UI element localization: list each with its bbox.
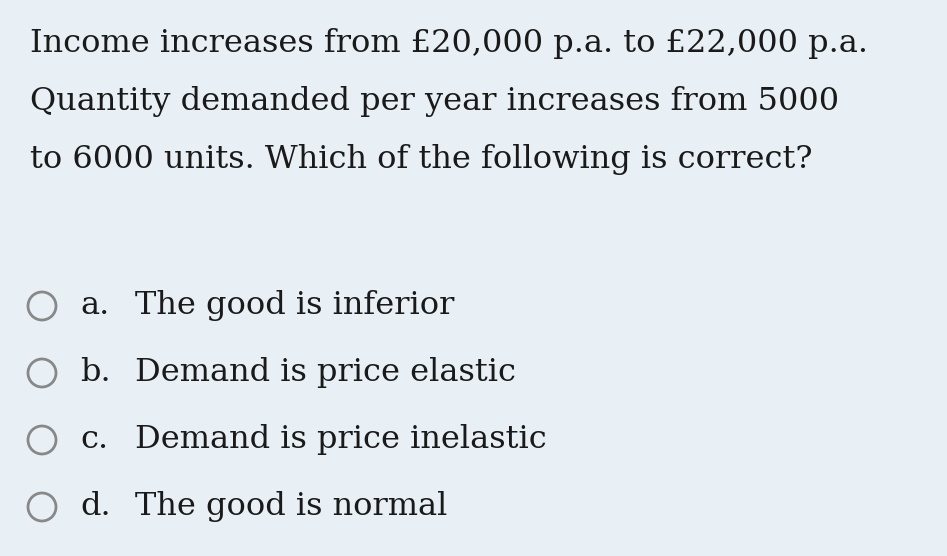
Text: The good is inferior: The good is inferior [135,290,455,321]
Text: Demand is price elastic: Demand is price elastic [135,357,516,388]
Text: a.: a. [80,290,109,321]
Text: d.: d. [80,491,111,522]
Text: Quantity demanded per year increases from 5000: Quantity demanded per year increases fro… [30,86,839,117]
Text: c.: c. [80,424,108,455]
Text: Income increases from £20,000 p.a. to £22,000 p.a.: Income increases from £20,000 p.a. to £2… [30,28,868,59]
Text: to 6000 units. Which of the following is correct?: to 6000 units. Which of the following is… [30,144,813,175]
Text: Demand is price inelastic: Demand is price inelastic [135,424,546,455]
Text: The good is normal: The good is normal [135,491,447,522]
Text: b.: b. [80,357,111,388]
